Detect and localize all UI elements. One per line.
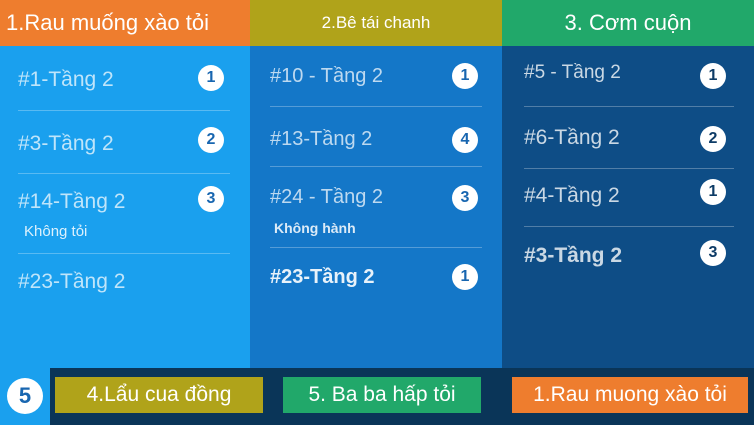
order-item[interactable]: #24 - Tầng 2 3 Không hành: [250, 172, 502, 242]
order-item[interactable]: #14-Tầng 2 3 Không tỏi: [0, 180, 250, 250]
order-item[interactable]: #10 - Tầng 2 1: [250, 58, 502, 102]
order-item[interactable]: #23-Tầng 2 1: [250, 256, 502, 304]
item-divider: [18, 110, 230, 111]
quantity-badge: 3: [700, 240, 726, 266]
order-item[interactable]: #5 - Tầng 2 1: [502, 56, 754, 102]
queue-dish-chip[interactable]: 4.Lẩu cua đồng: [55, 377, 263, 413]
item-divider: [270, 247, 482, 248]
item-divider: [524, 106, 734, 107]
quantity-badge: 2: [700, 126, 726, 152]
order-column-3: 3. Cơm cuộn #5 - Tầng 2 1 #6-Tầng 2 2 #4…: [502, 0, 754, 368]
order-column-1: 1.Rau muống xào tỏi #1-Tầng 2 1 #3-Tầng …: [0, 0, 250, 368]
quantity-badge: 2: [198, 127, 224, 153]
order-item[interactable]: #1-Tầng 2 1: [0, 58, 250, 106]
queue-dish-chip[interactable]: 5. Ba ba hấp tỏi: [283, 377, 481, 413]
quantity-badge: 1: [452, 264, 478, 290]
queue-count-panel: 5: [0, 368, 50, 425]
order-item[interactable]: #13-Tầng 2 4: [250, 114, 502, 162]
order-item-label: #13-Tầng 2: [270, 128, 373, 150]
item-divider: [524, 168, 734, 169]
item-divider: [18, 253, 230, 254]
order-item[interactable]: #3-Tầng 2 3: [502, 232, 754, 280]
order-column-2: 2.Bê tái chanh #10 - Tầng 2 1 #13-Tầng 2…: [250, 0, 502, 368]
order-item-note: Không tỏi: [24, 223, 88, 240]
order-item-label: #23-Tầng 2: [18, 270, 126, 293]
item-divider: [18, 173, 230, 174]
item-divider: [524, 226, 734, 227]
order-item-label: #1-Tầng 2: [18, 68, 114, 91]
order-item-label: #24 - Tầng 2: [270, 186, 384, 208]
order-item[interactable]: #23-Tầng 2: [0, 260, 250, 310]
quantity-badge: 1: [700, 179, 726, 205]
column-header[interactable]: 3. Cơm cuộn: [502, 0, 754, 46]
order-item-label: #3-Tầng 2: [524, 244, 623, 267]
quantity-badge: 1: [452, 63, 478, 89]
quantity-badge: 3: [452, 185, 478, 211]
quantity-badge: 1: [700, 63, 726, 89]
order-item-note: Không hành: [274, 220, 356, 236]
column-header[interactable]: 1.Rau muống xào tỏi: [0, 0, 250, 46]
order-item-label: #3-Tầng 2: [18, 132, 114, 155]
item-divider: [270, 166, 482, 167]
order-item[interactable]: #3-Tầng 2 2: [0, 118, 250, 168]
order-item[interactable]: #6-Tầng 2 2: [502, 114, 754, 164]
item-divider: [270, 106, 482, 107]
order-item-label: #23-Tầng 2: [270, 266, 375, 288]
order-item-label: #5 - Tầng 2: [524, 62, 621, 83]
column-header[interactable]: 2.Bê tái chanh: [250, 0, 502, 46]
quantity-badge: 4: [452, 127, 478, 153]
order-item-label: #4-Tầng 2: [524, 184, 620, 207]
order-item-label: #6-Tầng 2: [524, 126, 620, 149]
queue-dish-chip[interactable]: 1.Rau muong xào tỏi: [512, 377, 748, 413]
order-item[interactable]: #4-Tầng 2 1: [502, 174, 754, 222]
order-item-label: #10 - Tầng 2: [270, 65, 384, 87]
order-item-label: #14-Tầng 2: [18, 190, 126, 213]
quantity-badge: 3: [198, 186, 224, 212]
queue-count-badge[interactable]: 5: [7, 378, 43, 414]
quantity-badge: 1: [198, 65, 224, 91]
